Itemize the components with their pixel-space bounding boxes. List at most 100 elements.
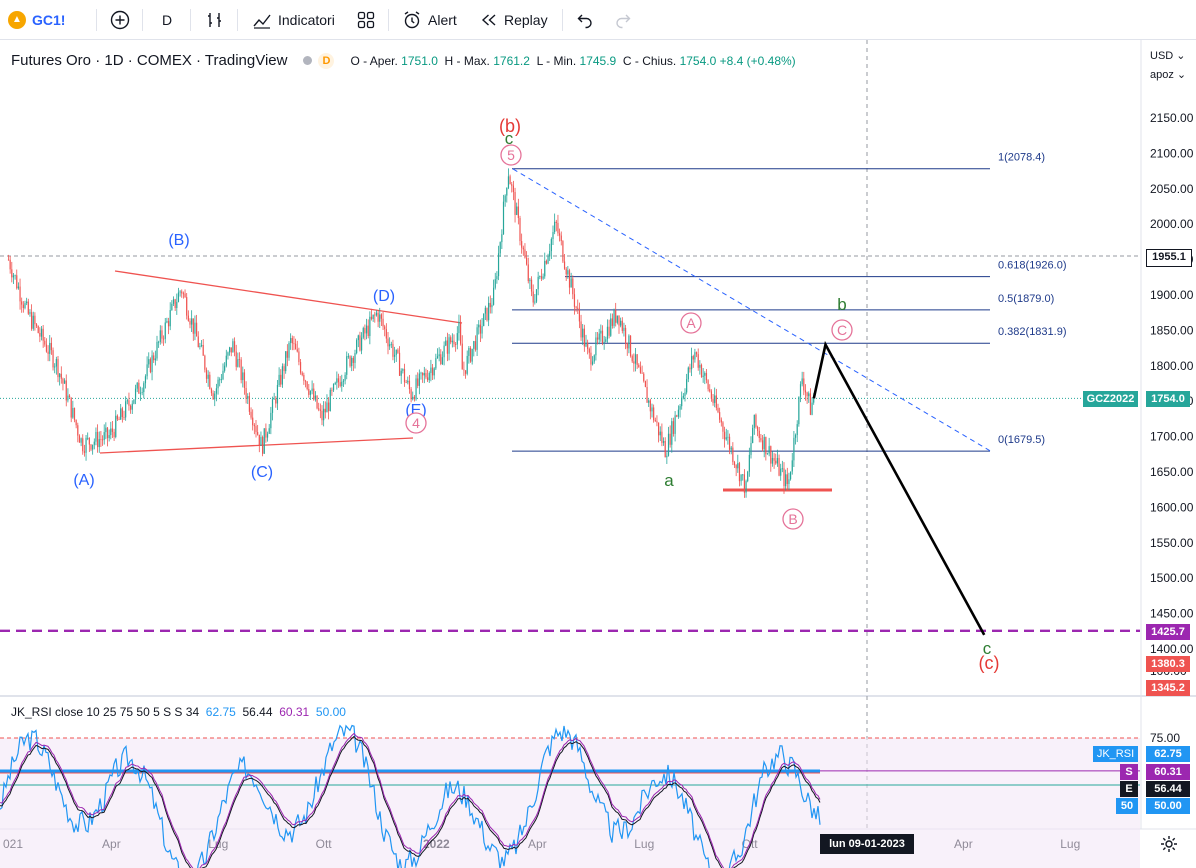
candle-body — [342, 380, 345, 382]
last-price-symbol-badge: GCZ2022 — [1083, 391, 1138, 407]
candle-body — [555, 221, 557, 223]
y-tick-label: 1500.00 — [1150, 571, 1194, 585]
candle-body — [126, 400, 128, 402]
candle-body — [29, 312, 31, 314]
y-tick-label: 2150.00 — [1150, 111, 1194, 125]
candle-body — [191, 318, 193, 325]
triangle-lower-line — [99, 437, 414, 454]
candle-body — [639, 367, 642, 373]
candle-body — [781, 468, 783, 470]
candle-body — [334, 382, 336, 385]
candle-body — [511, 184, 513, 186]
candle-body — [514, 192, 516, 215]
candle-body — [177, 292, 180, 302]
candle-body — [598, 333, 600, 340]
candle-body — [187, 315, 189, 321]
s-label: S — [1125, 766, 1133, 778]
candle-body — [403, 369, 406, 383]
candle-body — [64, 380, 66, 384]
candle-body — [506, 187, 508, 196]
candle-body — [311, 388, 313, 391]
candle-body — [100, 439, 102, 440]
candle-body — [331, 389, 333, 391]
open-label: O - Aper. — [350, 53, 398, 68]
candle-body — [296, 349, 298, 352]
candle-body — [809, 393, 812, 415]
candle-body — [423, 373, 425, 376]
candle-body — [793, 437, 795, 461]
candle-body — [613, 310, 615, 326]
price-pane — [0, 40, 1140, 695]
l50-label-badge: 50 — [1116, 798, 1138, 814]
candle-body — [62, 378, 64, 384]
settings-button[interactable] — [1159, 834, 1179, 854]
candle-body — [547, 256, 549, 264]
candle-body — [502, 201, 505, 235]
candle-body — [748, 454, 750, 472]
candle-body — [517, 206, 519, 218]
wave-label-A: (A) — [73, 472, 94, 489]
candle-body — [120, 408, 122, 420]
candle-body — [87, 437, 89, 439]
candle-body — [167, 321, 170, 327]
candle-body — [484, 307, 486, 314]
candle-body — [641, 372, 643, 374]
alert-button[interactable]: Alert — [402, 0, 457, 40]
indicators-button[interactable]: Indicatori — [252, 0, 335, 40]
candle-body — [585, 342, 587, 347]
candle-body — [347, 356, 350, 357]
candle-body — [623, 327, 625, 331]
candle-body — [479, 324, 482, 334]
currency-selector[interactable]: USD ⌄ — [1150, 49, 1186, 62]
candle-body — [128, 400, 130, 406]
candle-body — [463, 369, 465, 371]
y-tick-label: 1450.00 — [1150, 607, 1194, 621]
candle-body — [85, 437, 87, 453]
candle-body — [172, 299, 175, 304]
candle-body — [12, 275, 15, 278]
candle-body — [738, 463, 741, 482]
candle-body — [770, 446, 772, 464]
candle-body — [620, 320, 622, 326]
candle-body — [73, 407, 76, 420]
y-tick-label: 1650.00 — [1150, 465, 1194, 479]
candle-body — [17, 286, 20, 289]
candle-body — [174, 299, 176, 308]
candle-body — [22, 304, 24, 308]
indicators-label: Indicatori — [278, 12, 335, 28]
rsi-s-value: 60.31 — [279, 705, 310, 719]
replay-button[interactable]: Replay — [480, 0, 548, 40]
candle-body — [359, 335, 361, 351]
candle-body — [179, 291, 181, 293]
candle-body — [638, 364, 640, 368]
symbol-search-button[interactable]: ▲ GC1! — [8, 0, 65, 40]
candle-body — [592, 361, 594, 365]
candle-body — [661, 431, 663, 443]
candle-body — [674, 415, 676, 434]
unit-selector[interactable]: apoz ⌄ — [1150, 68, 1186, 81]
l50-label: 50 — [1120, 800, 1134, 812]
candle-body — [667, 433, 670, 456]
templates-button[interactable] — [356, 0, 376, 40]
compare-add-button[interactable] — [110, 0, 130, 40]
candle-body — [460, 321, 462, 344]
fib-level-label: 0.618(1926.0) — [998, 260, 1067, 272]
candle-body — [83, 451, 86, 453]
candle-body — [694, 352, 696, 360]
candle-body — [587, 342, 589, 349]
candle-body — [197, 336, 199, 347]
candle-body — [410, 389, 412, 400]
candle-body — [656, 421, 658, 423]
interval-button[interactable]: D — [162, 0, 172, 40]
chart-type-button[interactable] — [205, 0, 225, 40]
candle-body — [121, 408, 123, 417]
candle-body — [443, 345, 445, 358]
candle-body — [70, 397, 72, 418]
redo-button[interactable] — [614, 0, 632, 40]
candle-body — [398, 352, 401, 376]
undo-button[interactable] — [576, 0, 594, 40]
candle-body — [521, 241, 523, 248]
candle-body — [161, 330, 163, 339]
price-chart[interactable]: 1400.00 1450.00 1500.00 1550.00 1600.00 1650.… — [0, 40, 1196, 868]
candle-body — [752, 427, 754, 444]
